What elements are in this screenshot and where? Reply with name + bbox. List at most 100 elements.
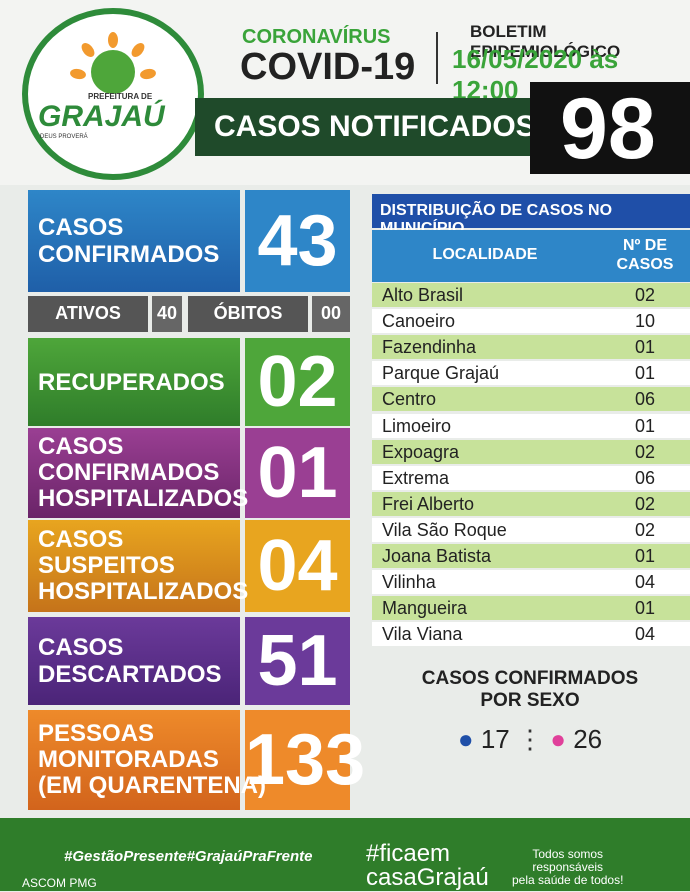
location: Extrema [382, 467, 450, 488]
status-text: 40 [156, 303, 178, 323]
logo: PREFEITURA DE GRAJAÚ DEUS PROVERÁ [22, 8, 204, 180]
status-cell [152, 296, 182, 332]
case-count: 01 [634, 337, 656, 358]
stat-value: 51 [257, 621, 338, 701]
stat-label: (EM QUARENTENA) [38, 772, 266, 799]
male-icon: ● [457, 724, 474, 754]
stat-label-box [28, 617, 240, 705]
female-icon: ● [550, 724, 566, 754]
stat-label: SUSPEITOS [38, 552, 175, 579]
stat-label: RECUPERADOS [38, 368, 225, 396]
stat-value-box [245, 338, 350, 426]
stat-label: HOSPITALIZADOS [38, 578, 249, 605]
sex-panel: CASOS CONFIRMADOS POR SEXO ● 17 ⋮ ● 26 [370, 668, 690, 755]
table-row [372, 439, 690, 464]
table-header-bg [372, 230, 690, 282]
stat-value-box [245, 710, 350, 810]
case-count: 04 [634, 572, 656, 593]
table-row [372, 570, 690, 595]
column-header: Nº DE CASOS [616, 237, 674, 273]
slogan-line: pela saúde de todos! [512, 873, 624, 887]
stat-value: 04 [257, 526, 338, 606]
stat-value: 02 [257, 342, 338, 422]
case-count: 02 [634, 493, 656, 514]
location: Fazendinha [382, 337, 477, 358]
stat-label: CASOS [38, 634, 124, 661]
table-title-bg [372, 194, 690, 228]
stat-label: MONITORADAS [38, 746, 219, 773]
logo-top: PREFEITURA DE [88, 92, 153, 101]
table-row [372, 309, 690, 334]
hashtags: #GestãoPresente#GrajaúPraFrente [64, 848, 313, 865]
case-count: 02 [634, 285, 656, 305]
stat-label: CASOS [38, 433, 124, 460]
sex-title-2: POR SEXO [480, 690, 580, 711]
slogan-line: responsáveis [532, 860, 604, 874]
column-header: LOCALIDADE [432, 246, 538, 263]
female-count: 26 [573, 724, 603, 754]
location: Vila São Roque [382, 519, 507, 540]
stat-label: HOSPITALIZADOS [38, 485, 249, 512]
stat-label: CONFIRMADOS [38, 459, 220, 486]
stat-label: PESSOAS [38, 720, 155, 747]
case-count: 02 [634, 441, 656, 462]
location: Centro [382, 389, 437, 410]
status-cell [188, 296, 308, 332]
case-count: 02 [634, 519, 656, 540]
campaign-top: #ficaem [366, 840, 451, 867]
header: PREFEITURA DE GRAJAÚ DEUS PROVERÁ CORONA… [0, 0, 690, 185]
table-row [372, 544, 690, 568]
stat-value: 01 [257, 433, 338, 513]
bulletin: BOLETIM EPIDEMIOLÓGICO [470, 22, 621, 61]
case-count: 10 [634, 311, 656, 332]
table-row [372, 622, 690, 647]
credit: ASCOM PMG [22, 876, 97, 890]
location: Alto Brasil [382, 285, 464, 305]
table-row [372, 596, 690, 621]
stat-value-box [245, 617, 350, 705]
status-text: ATIVOS [55, 303, 121, 323]
case-count: 01 [634, 546, 656, 566]
title: COVID-19 [240, 46, 416, 88]
status-text: ÓBITOS [213, 303, 283, 323]
case-count: 04 [634, 624, 656, 645]
stat-value: 43 [257, 201, 338, 281]
footer: #GestãoPresente#GrajaúPraFrente ASCOM PM… [0, 818, 690, 891]
location: Vila Viana [382, 624, 463, 645]
table-row [372, 335, 690, 360]
slogan-line: Todos somos [532, 847, 604, 861]
kicker: CORONAVÍRUS [242, 26, 391, 48]
logo-name: GRAJAÚ [38, 100, 165, 133]
sex-title-1: CASOS CONFIRMADOS [421, 668, 639, 689]
table-row [372, 413, 690, 438]
location: Vilinha [382, 572, 436, 593]
table-row [372, 465, 690, 490]
stat-label: CASOS [38, 526, 124, 553]
notified-value: 98 [560, 81, 656, 177]
status-cell [28, 296, 148, 332]
location: Frei Alberto [382, 493, 475, 514]
location: Joana Batista [382, 546, 492, 566]
case-count: 06 [634, 389, 656, 410]
stat-value-box [245, 428, 350, 518]
campaign-bottom: casaGrajaú [366, 864, 489, 891]
stat-value-box [245, 520, 350, 612]
stat-label-box [28, 190, 240, 292]
table-row [372, 283, 690, 307]
case-count: 01 [634, 598, 656, 619]
table-row [372, 361, 690, 386]
stat-value-box [245, 190, 350, 292]
location: Parque Grajaú [382, 363, 500, 384]
stat-label-box [28, 428, 240, 518]
table-row [372, 491, 690, 516]
case-count: 01 [634, 415, 656, 436]
stat-label: CONFIRMADOS [38, 241, 220, 268]
stat-label-box [28, 520, 240, 612]
location: Canoeiro [382, 311, 456, 332]
stat-label: DESCARTADOS [38, 661, 222, 688]
location: Mangueira [382, 598, 468, 619]
stat-label: CASOS [38, 214, 124, 241]
male-count: 17 [480, 724, 510, 754]
case-count: 06 [634, 467, 656, 488]
logo-motto: DEUS PROVERÁ [40, 134, 88, 140]
